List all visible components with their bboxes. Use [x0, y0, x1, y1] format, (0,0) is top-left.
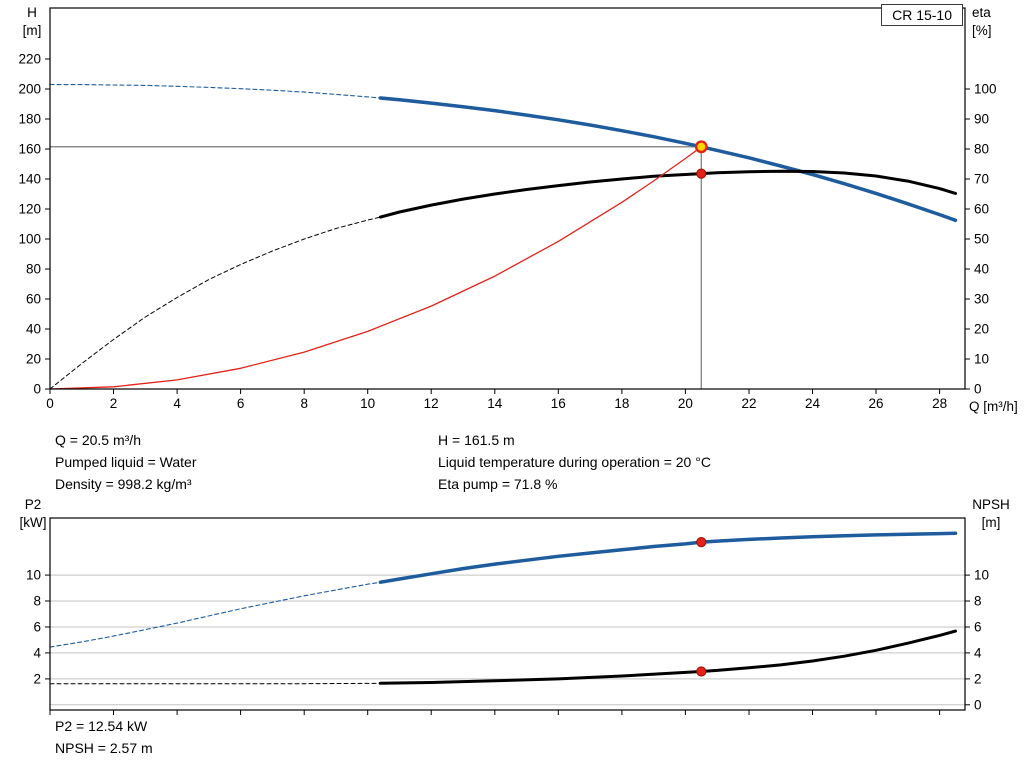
head-curve-dashed: [49, 83, 381, 99]
duty-info-bottom: P2 = 12.54 kW NPSH = 2.57 m: [55, 715, 153, 759]
y-tick-label-left: 160: [18, 142, 41, 157]
y-tick-label-right: 100: [974, 82, 997, 97]
axis-title-npsh: NPSH [m]: [968, 496, 1014, 532]
npsh-duty-marker: [696, 666, 707, 677]
axis-title-npsh-unit: [m]: [981, 515, 1001, 530]
axis-title-head-unit: [m]: [22, 23, 42, 38]
info-p2: P2 = 12.54 kW: [55, 718, 148, 734]
axis-title-flow: Q [m³/h]: [969, 399, 1018, 414]
axis-title-p2-symbol: P2: [24, 497, 42, 512]
system-curve: [49, 146, 702, 390]
y-tick-label-right: 20: [974, 322, 989, 337]
y-tick-label-left: 80: [26, 262, 41, 277]
info-npsh: NPSH = 2.57 m: [55, 740, 153, 756]
y-tick-label-right: 0: [974, 697, 982, 712]
info-flow: Q = 20.5 m³/h: [55, 432, 141, 448]
x-tick-label: 4: [173, 396, 181, 411]
y-tick-label-left: 180: [18, 112, 41, 127]
x-tick-label: 24: [805, 396, 821, 411]
y-tick-label-right: 4: [974, 645, 982, 660]
npsh-curve-dashed: [49, 682, 381, 685]
axis-title-eta-symbol: eta: [972, 5, 991, 20]
axis-title-head: H [m]: [16, 4, 48, 40]
x-tick-label: 12: [424, 396, 439, 411]
y-tick-label-left: 40: [26, 322, 41, 337]
hq-eta-chart: 0 2 4 6 8 10 12 14 16 18 20 22 24 26 28020406080100120…: [18, 7, 997, 411]
y-tick-label-left: 0: [33, 382, 41, 397]
y-tick-label-left: 8: [33, 594, 41, 609]
y-tick-label-left: 4: [33, 645, 41, 660]
axis-title-p2: P2 [kW]: [16, 496, 50, 532]
y-tick-label-left: 10: [26, 568, 41, 583]
axis-title-p2-unit: [kW]: [19, 515, 47, 530]
x-tick-label: 18: [614, 396, 629, 411]
eta-duty-marker: [696, 168, 707, 179]
y-tick-label-right: 50: [974, 232, 989, 247]
y-tick-label-right: 40: [974, 262, 989, 277]
y-tick-label-right: 30: [974, 292, 989, 307]
x-tick-label: 16: [551, 396, 566, 411]
duty-point-marker: [694, 140, 708, 154]
npsh-curve-solid: [378, 629, 957, 685]
plot-frame: [49, 7, 966, 390]
y-tick-label-right: 6: [974, 620, 982, 635]
p2-curve-solid: [378, 531, 958, 584]
axis-title-head-symbol: H: [27, 5, 37, 20]
y-tick-label-left: 120: [18, 202, 41, 217]
y-tick-label-right: 70: [974, 172, 989, 187]
y-tick-label-right: 80: [974, 142, 989, 157]
info-liquid: Pumped liquid = Water: [55, 454, 197, 470]
duty-info-left: Q = 20.5 m³/h Pumped liquid = Water Dens…: [55, 429, 197, 495]
axis-title-npsh-symbol: NPSH: [972, 497, 1010, 512]
x-tick-label: 8: [300, 396, 308, 411]
x-tick-label: 0: [46, 396, 54, 411]
y-tick-label-right: 90: [974, 112, 989, 127]
y-tick-label-right: 60: [974, 202, 989, 217]
info-head: H = 161.5 m: [438, 432, 515, 448]
eta-curve-solid: [378, 169, 957, 219]
x-tick-label: 26: [868, 396, 883, 411]
y-tick-label-left: 220: [18, 52, 41, 67]
y-tick-label-left: 2: [33, 671, 41, 686]
head-curve-solid: [378, 96, 958, 223]
y-tick-label-right: 0: [974, 382, 982, 397]
x-tick-label: 22: [741, 396, 756, 411]
y-tick-label-left: 100: [18, 232, 41, 247]
x-tick-label: 6: [237, 396, 245, 411]
x-tick-label: 20: [678, 396, 693, 411]
y-tick-label-left: 20: [26, 352, 41, 367]
x-tick-label: 10: [360, 396, 375, 411]
info-density: Density = 998.2 kg/m³: [55, 476, 192, 492]
x-tick-label: 2: [110, 396, 118, 411]
plot-frame: [49, 517, 966, 711]
eta-curve-dashed: [49, 216, 381, 390]
pump-model-badge: CR 15-10: [881, 4, 963, 26]
y-tick-label-left: 6: [33, 620, 41, 635]
p2-duty-marker: [696, 537, 707, 548]
y-tick-label-right: 8: [974, 594, 982, 609]
p2-curve-dashed: [49, 581, 381, 648]
duty-info-right: H = 161.5 m Liquid temperature during op…: [438, 429, 711, 495]
info-eta-pump: Eta pump = 71.8 %: [438, 476, 558, 492]
axis-title-eta: eta [%]: [972, 4, 1012, 40]
y-tick-label-left: 60: [26, 292, 41, 307]
y-tick-label-right: 10: [974, 352, 989, 367]
y-tick-label-left: 140: [18, 172, 41, 187]
y-tick-label-left: 200: [18, 82, 41, 97]
p2-npsh-chart: 2 4 6 8 10 0 2 4 6 8 10: [26, 517, 989, 715]
y-tick-label-right: 2: [974, 671, 982, 686]
x-tick-label: 14: [487, 396, 503, 411]
axis-title-eta-unit: [%]: [972, 23, 992, 38]
y-tick-label-right: 10: [974, 568, 989, 583]
x-tick-label: 28: [932, 396, 947, 411]
info-temperature: Liquid temperature during operation = 20…: [438, 454, 711, 470]
